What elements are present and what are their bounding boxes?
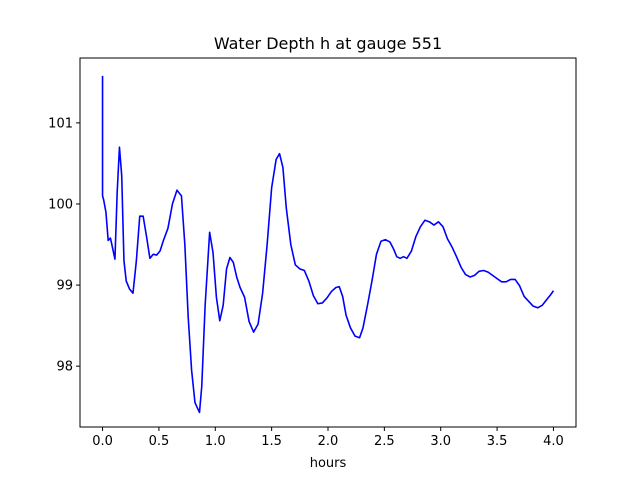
x-tick-label: 1.5 xyxy=(261,434,282,449)
x-tick-label: 1.0 xyxy=(205,434,226,449)
x-tick-label: 0.0 xyxy=(92,434,113,449)
x-tick-label: 2.5 xyxy=(374,434,395,449)
x-tick-label: 0.5 xyxy=(149,434,170,449)
axes-frame xyxy=(79,57,577,428)
y-tick-label: 100 xyxy=(48,197,73,212)
chart-title: Water Depth h at gauge 551 xyxy=(214,34,442,53)
x-tick-label: 3.5 xyxy=(487,434,508,449)
x-tick-label: 3.0 xyxy=(430,434,451,449)
y-tick-label: 99 xyxy=(56,279,73,294)
x-tick-label: 2.0 xyxy=(318,434,339,449)
y-tick-label: 98 xyxy=(56,360,73,375)
y-tick-label: 101 xyxy=(48,116,73,131)
axis-ticks: 0.0 0.5 1.0 1.5 2.0 2.5 3.0 3.5 4.0 98 99 100 101 xyxy=(48,116,564,449)
x-axis-label: hours xyxy=(310,456,347,471)
series-line-0 xyxy=(101,75,555,414)
x-tick-label: 4.0 xyxy=(543,434,564,449)
plot-area xyxy=(101,75,555,414)
